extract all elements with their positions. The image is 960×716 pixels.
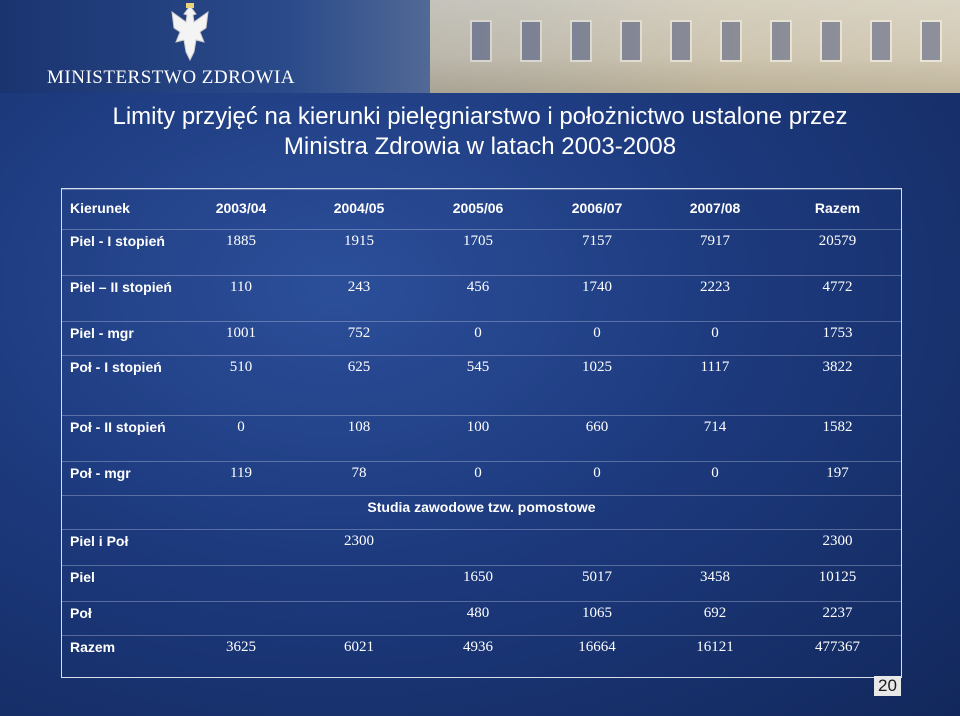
table-cell: 2223 <box>656 275 774 322</box>
table-header-row: Kierunek 2003/04 2004/05 2005/06 2006/07… <box>62 189 901 230</box>
section-row: Studia zawodowe tzw. pomostowe <box>62 495 901 530</box>
section-label: Studia zawodowe tzw. pomostowe <box>62 495 901 530</box>
table-cell: 4772 <box>774 275 901 322</box>
table-cell: 3625 <box>182 635 300 678</box>
row-label: Piel <box>62 565 182 602</box>
table-row-total: Razem 3625 6021 4936 16664 16121 477367 <box>62 635 901 678</box>
table-cell: 10125 <box>774 565 901 602</box>
table-cell: 1065 <box>538 601 656 636</box>
table-cell <box>418 529 538 566</box>
table-cell: 16664 <box>538 635 656 678</box>
row-label: Poł - mgr <box>62 461 182 496</box>
table-cell: 0 <box>182 415 300 462</box>
table-cell: 197 <box>774 461 901 496</box>
table-cell: 20579 <box>774 229 901 276</box>
header-banner: MINISTERSTWO ZDROWIA <box>0 0 960 93</box>
table-cell: 625 <box>300 355 418 416</box>
table-cell <box>300 565 418 602</box>
table-cell: 2300 <box>774 529 901 566</box>
table-cell: 108 <box>300 415 418 462</box>
row-label: Razem <box>62 635 182 678</box>
table-cell: 752 <box>300 321 418 356</box>
table-cell: 119 <box>182 461 300 496</box>
row-label: Piel - I stopień <box>62 229 182 276</box>
table-cell: 2237 <box>774 601 901 636</box>
table-cell <box>182 565 300 602</box>
header-cell: Razem <box>774 189 901 230</box>
table-cell: 660 <box>538 415 656 462</box>
table-row: Piel - I stopień 1885 1915 1705 7157 791… <box>62 229 901 276</box>
table-cell: 714 <box>656 415 774 462</box>
table-cell: 692 <box>656 601 774 636</box>
table-cell: 1001 <box>182 321 300 356</box>
row-label: Piel i Poł <box>62 529 182 566</box>
table-cell: 480 <box>418 601 538 636</box>
row-label: Poł - I stopień <box>62 355 182 416</box>
table-cell: 110 <box>182 275 300 322</box>
table-cell: 78 <box>300 461 418 496</box>
page-number: 20 <box>874 676 901 696</box>
table-cell: 0 <box>538 321 656 356</box>
table-cell: 6021 <box>300 635 418 678</box>
table-row: Poł 480 1065 692 2237 <box>62 601 901 636</box>
table-cell: 1740 <box>538 275 656 322</box>
row-label: Poł - II stopień <box>62 415 182 462</box>
table-cell: 510 <box>182 355 300 416</box>
table-cell: 0 <box>418 461 538 496</box>
table-cell: 477367 <box>774 635 901 678</box>
table-row: Piel i Poł 2300 2300 <box>62 529 901 566</box>
table-cell: 1025 <box>538 355 656 416</box>
header-cell: 2003/04 <box>182 189 300 230</box>
table-cell: 1582 <box>774 415 901 462</box>
page-title: Limity przyjęć na kierunki pielęgniarstw… <box>0 102 960 162</box>
table-cell: 16121 <box>656 635 774 678</box>
table-cell: 1915 <box>300 229 418 276</box>
row-label: Piel - mgr <box>62 321 182 356</box>
table-cell <box>538 529 656 566</box>
table-cell: 4936 <box>418 635 538 678</box>
table-cell <box>656 529 774 566</box>
table-cell: 1650 <box>418 565 538 602</box>
table-cell: 0 <box>538 461 656 496</box>
table-cell: 7157 <box>538 229 656 276</box>
header-cell: 2005/06 <box>418 189 538 230</box>
table-cell: 0 <box>656 321 774 356</box>
table-cell: 100 <box>418 415 538 462</box>
title-line-1: Limity przyjęć na kierunki pielęgniarstw… <box>112 103 848 130</box>
table-cell <box>182 601 300 636</box>
title-line-2: Ministra Zdrowia w latach 2003-2008 <box>283 133 677 160</box>
admission-limits-table: Kierunek 2003/04 2004/05 2005/06 2006/07… <box>61 188 902 678</box>
ministry-building-image <box>430 0 960 93</box>
header-cell: 2006/07 <box>538 189 656 230</box>
header-cell: 2007/08 <box>656 189 774 230</box>
table-cell: 243 <box>300 275 418 322</box>
header-cell: 2004/05 <box>300 189 418 230</box>
table-cell: 0 <box>656 461 774 496</box>
table-row: Poł - I stopień 510 625 545 1025 1117 38… <box>62 355 901 416</box>
table-cell: 3458 <box>656 565 774 602</box>
row-label: Poł <box>62 601 182 636</box>
table-cell: 456 <box>418 275 538 322</box>
white-eagle-emblem-icon <box>171 3 209 62</box>
table-cell: 1753 <box>774 321 901 356</box>
table-cell: 1117 <box>656 355 774 416</box>
header-cell: Kierunek <box>62 189 182 230</box>
table-cell: 5017 <box>538 565 656 602</box>
table-row: Poł - mgr 119 78 0 0 0 197 <box>62 461 901 496</box>
table-row: Piel 1650 5017 3458 10125 <box>62 565 901 602</box>
row-label: Piel – II stopień <box>62 275 182 322</box>
table-row: Piel – II stopień 110 243 456 1740 2223 … <box>62 275 901 322</box>
table-cell: 0 <box>418 321 538 356</box>
table-cell: 7917 <box>656 229 774 276</box>
table-row: Piel - mgr 1001 752 0 0 0 1753 <box>62 321 901 356</box>
table-cell: 1885 <box>182 229 300 276</box>
table-cell: 1705 <box>418 229 538 276</box>
table-cell: 2300 <box>300 529 418 566</box>
table-cell: 545 <box>418 355 538 416</box>
ministry-name: MINISTERSTWO ZDROWIA <box>47 67 296 88</box>
table-cell: 3822 <box>774 355 901 416</box>
table-row: Poł - II stopień 0 108 100 660 714 1582 <box>62 415 901 462</box>
table-cell <box>300 601 418 636</box>
table-cell <box>182 529 300 566</box>
